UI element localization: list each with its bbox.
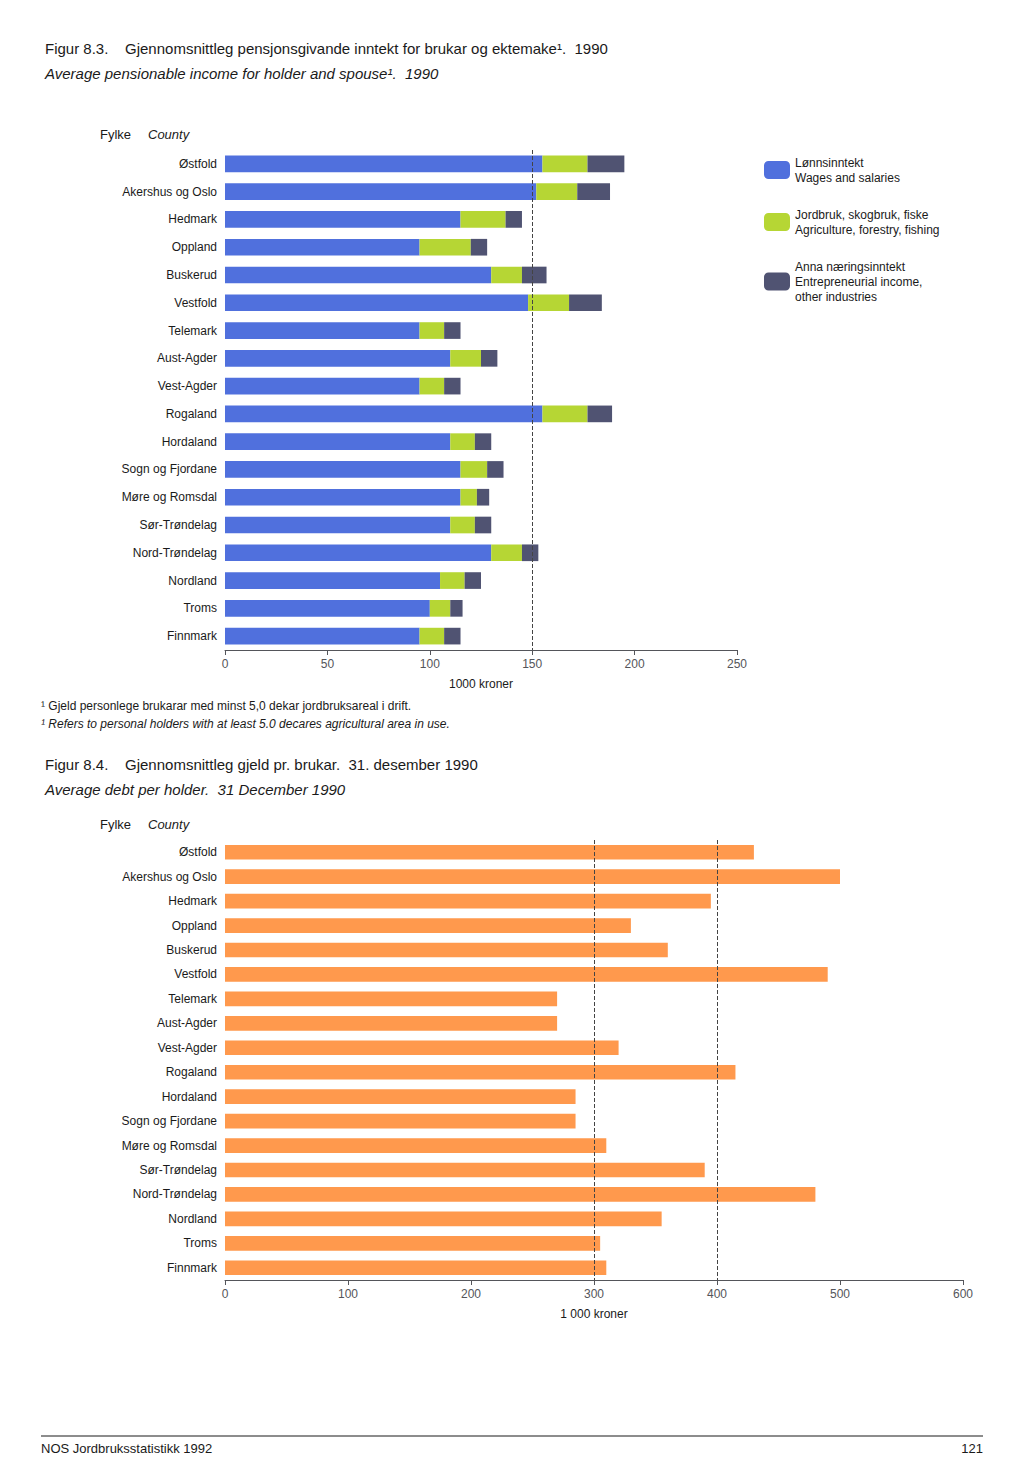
svg-text:Møre og Romsdal: Møre og Romsdal — [122, 1139, 217, 1153]
svg-text:600: 600 — [953, 1287, 973, 1301]
svg-text:Telemark: Telemark — [168, 992, 218, 1006]
svg-text:Troms: Troms — [183, 1236, 217, 1250]
svg-text:County: County — [148, 817, 191, 832]
svg-text:1 000 kroner: 1 000 kroner — [560, 1307, 627, 1321]
svg-text:300: 300 — [584, 1287, 604, 1301]
svg-text:Nordland: Nordland — [168, 1212, 217, 1226]
svg-text:Finnmark: Finnmark — [167, 1261, 218, 1275]
svg-text:Lønnsinntekt: Lønnsinntekt — [795, 156, 864, 170]
svg-text:Fylke: Fylke — [100, 127, 131, 142]
svg-text:Finnmark: Finnmark — [167, 629, 218, 643]
svg-text:200: 200 — [461, 1287, 481, 1301]
svg-text:200: 200 — [625, 657, 645, 671]
svg-text:Average pensionable income for: Average pensionable income for holder an… — [44, 65, 439, 82]
svg-text:150: 150 — [522, 657, 542, 671]
svg-text:Akershus og Oslo: Akershus og Oslo — [122, 185, 217, 199]
svg-text:Aust-Agder: Aust-Agder — [157, 351, 217, 365]
svg-text:Sør-Trøndelag: Sør-Trøndelag — [139, 518, 217, 532]
svg-text:50: 50 — [321, 657, 335, 671]
svg-text:Buskerud: Buskerud — [166, 268, 217, 282]
svg-text:Møre og Romsdal: Møre og Romsdal — [122, 490, 217, 504]
svg-text:1000 kroner: 1000 kroner — [449, 677, 513, 691]
svg-text:Nord-Trøndelag: Nord-Trøndelag — [133, 546, 217, 560]
svg-text:Østfold: Østfold — [179, 845, 217, 859]
svg-text:Hedmark: Hedmark — [168, 894, 218, 908]
svg-text:Nordland: Nordland — [168, 574, 217, 588]
svg-text:Vest-Agder: Vest-Agder — [158, 1041, 217, 1055]
svg-text:Figur 8.3. Gjennomsnittleg: Figur 8.3. Gjennomsnittleg pensjonsgivan… — [45, 40, 608, 57]
svg-text:Entrepreneurial income,: Entrepreneurial income, — [795, 275, 922, 289]
svg-text:100: 100 — [420, 657, 440, 671]
svg-text:Aust-Agder: Aust-Agder — [157, 1016, 217, 1030]
svg-text:¹ Refers to personal holders w: ¹ Refers to personal holders with at lea… — [41, 717, 450, 731]
svg-text:Average debt per holder. 31 D: Average debt per holder. 31 December 199… — [44, 781, 346, 798]
svg-text:County: County — [148, 127, 191, 142]
svg-text:250: 250 — [727, 657, 747, 671]
svg-text:Sogn og Fjordane: Sogn og Fjordane — [122, 1114, 218, 1128]
svg-text:500: 500 — [830, 1287, 850, 1301]
svg-text:Sogn og Fjordane: Sogn og Fjordane — [122, 462, 218, 476]
svg-text:Anna næringsinntekt: Anna næringsinntekt — [795, 260, 906, 274]
svg-text:¹ Gjeld personlege brukarar me: ¹ Gjeld personlege brukarar med minst 5,… — [41, 699, 411, 713]
svg-text:Hedmark: Hedmark — [168, 212, 218, 226]
svg-text:400: 400 — [707, 1287, 727, 1301]
svg-text:Hordaland: Hordaland — [162, 1090, 217, 1104]
svg-text:Jordbruk, skogbruk, fiske: Jordbruk, skogbruk, fiske — [795, 208, 929, 222]
svg-text:Vestfold: Vestfold — [174, 967, 217, 981]
svg-text:Vest-Agder: Vest-Agder — [158, 379, 217, 393]
svg-text:Buskerud: Buskerud — [166, 943, 217, 957]
svg-text:121: 121 — [961, 1441, 983, 1456]
svg-text:Fylke: Fylke — [100, 817, 131, 832]
svg-text:Oppland: Oppland — [172, 919, 217, 933]
svg-text:0: 0 — [222, 657, 229, 671]
svg-text:100: 100 — [338, 1287, 358, 1301]
svg-text:Akershus og Oslo: Akershus og Oslo — [122, 870, 217, 884]
svg-text:Telemark: Telemark — [168, 324, 218, 338]
svg-text:Østfold: Østfold — [179, 157, 217, 171]
svg-text:Agriculture, forestry, fishing: Agriculture, forestry, fishing — [795, 223, 940, 237]
svg-text:0: 0 — [222, 1287, 229, 1301]
svg-text:other industries: other industries — [795, 290, 877, 304]
svg-text:Vestfold: Vestfold — [174, 296, 217, 310]
svg-text:Oppland: Oppland — [172, 240, 217, 254]
svg-text:Troms: Troms — [183, 601, 217, 615]
svg-text:Rogaland: Rogaland — [166, 407, 217, 421]
svg-text:Rogaland: Rogaland — [166, 1065, 217, 1079]
svg-text:Figur 8.4. Gjennomsnittleg: Figur 8.4. Gjennomsnittleg gjeld pr. bru… — [45, 756, 478, 773]
svg-text:Sør-Trøndelag: Sør-Trøndelag — [139, 1163, 217, 1177]
svg-text:Nord-Trøndelag: Nord-Trøndelag — [133, 1187, 217, 1201]
svg-text:Wages and salaries: Wages and salaries — [795, 171, 900, 185]
svg-text:Hordaland: Hordaland — [162, 435, 217, 449]
svg-text:NOS Jordbruksstatistikk 1992: NOS Jordbruksstatistikk 1992 — [41, 1441, 212, 1456]
